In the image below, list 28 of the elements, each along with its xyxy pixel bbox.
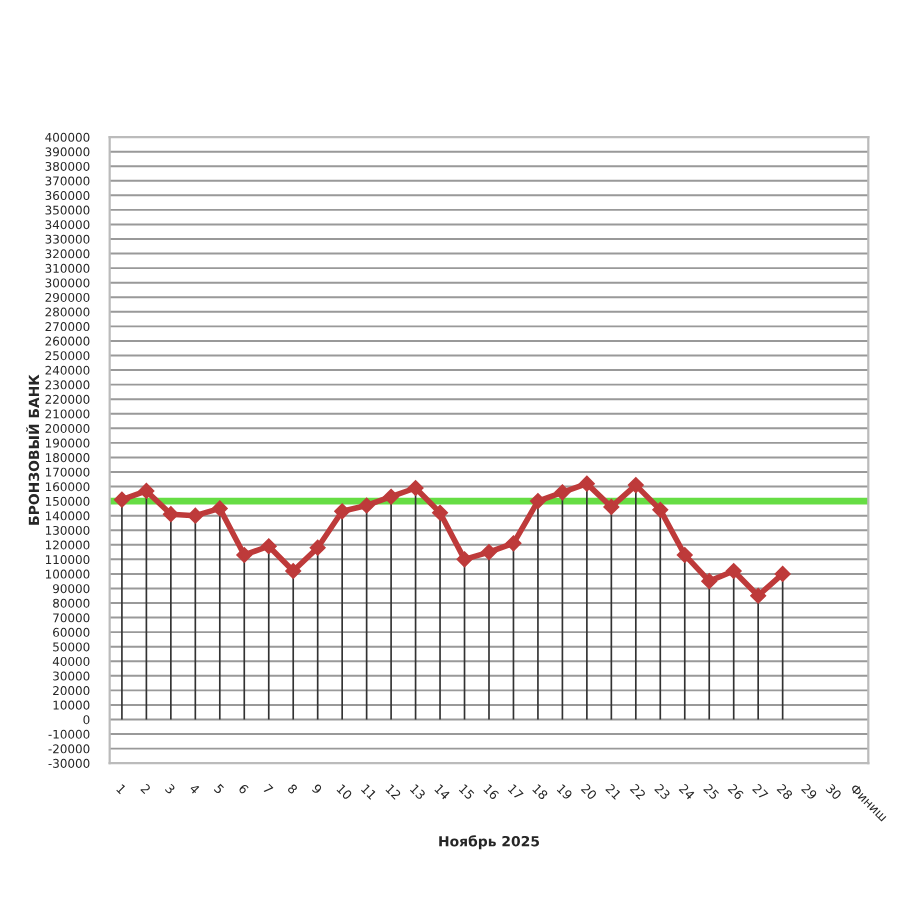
point <box>383 488 400 505</box>
point <box>676 547 693 563</box>
point <box>138 483 155 499</box>
point <box>701 573 718 590</box>
point <box>260 538 277 555</box>
point <box>358 497 375 514</box>
point <box>432 504 448 521</box>
point <box>285 563 302 579</box>
point <box>162 506 179 523</box>
point <box>750 587 767 604</box>
point <box>530 493 546 510</box>
point <box>505 535 522 552</box>
point <box>407 480 424 496</box>
point <box>334 503 351 520</box>
point <box>774 565 791 582</box>
point <box>236 547 253 563</box>
point <box>603 499 620 515</box>
point <box>627 477 644 493</box>
point <box>725 563 742 579</box>
point <box>456 551 473 568</box>
point <box>187 507 204 524</box>
point <box>211 500 228 517</box>
point <box>578 475 595 492</box>
point <box>114 491 130 508</box>
point <box>652 501 669 518</box>
point <box>554 484 571 501</box>
point <box>481 544 497 560</box>
point <box>309 539 326 556</box>
